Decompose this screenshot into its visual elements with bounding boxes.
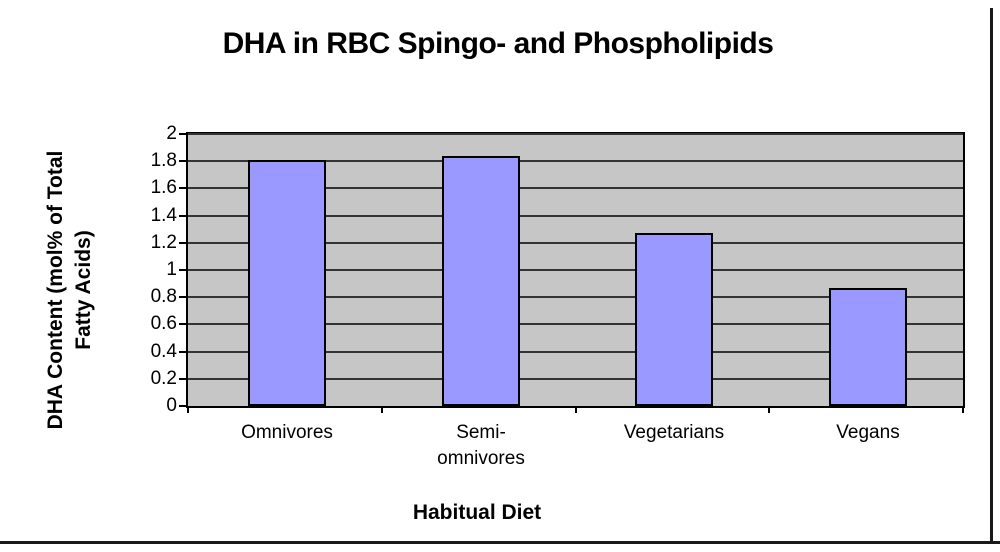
gridline	[188, 296, 963, 299]
x-category-label: Vegans	[836, 422, 900, 443]
y-tick-label: 2	[166, 123, 177, 144]
plot-area	[186, 132, 965, 408]
y-tick-mark	[179, 377, 188, 380]
x-tick-mark	[187, 406, 189, 413]
x-tick-mark	[575, 406, 577, 413]
y-tick-mark	[179, 133, 188, 135]
y-tick-mark	[179, 350, 188, 353]
y-tick-label: 0	[166, 395, 177, 416]
x-category-label: Omnivores	[241, 422, 333, 443]
gridline	[188, 269, 963, 271]
y-tick-label: 1.6	[150, 177, 177, 199]
y-axis-title-line-1: DHA Content (mol% of Total	[44, 150, 67, 430]
y-tick-label: 0.8	[150, 286, 177, 308]
x-category-label: Vegetarians	[623, 422, 725, 443]
bar-omnivores	[248, 160, 326, 406]
y-tick-label: 1	[166, 259, 177, 280]
frame-bottom-line	[0, 541, 1000, 544]
x-tick-mark	[381, 406, 383, 413]
gridline	[188, 350, 963, 353]
gridline	[188, 323, 963, 326]
bar-semi-omnivores	[442, 156, 520, 406]
frame-right-line	[990, 8, 993, 544]
gridline	[188, 377, 963, 380]
y-tick-label: 1.2	[150, 231, 177, 253]
y-tick-label: 0.6	[150, 313, 177, 335]
x-category-label: Semi- omnivores	[437, 422, 525, 469]
y-tick-label: 1.8	[150, 150, 177, 172]
gridline	[188, 214, 963, 217]
y-tick-mark	[179, 269, 188, 271]
x-tick-mark	[768, 406, 770, 413]
y-tick-mark	[179, 160, 188, 163]
y-tick-label: 1.4	[150, 204, 177, 226]
x-axis-title: Habitual Diet	[412, 501, 542, 524]
y-tick-label: 0.4	[150, 340, 177, 362]
chart-title: DHA in RBC Spingo- and Phospholipids	[222, 27, 774, 60]
y-tick-mark	[179, 323, 188, 326]
bar-vegetarians	[635, 233, 713, 406]
gridline	[188, 241, 963, 244]
y-tick-mark	[179, 405, 188, 407]
bar-vegans	[829, 288, 907, 406]
y-tick-mark	[179, 187, 188, 190]
x-tick-mark	[962, 406, 964, 413]
gridline	[188, 160, 963, 163]
y-tick-mark	[179, 214, 188, 217]
y-tick-mark	[179, 241, 188, 244]
y-tick-label: 0.2	[150, 367, 177, 389]
gridline	[188, 133, 963, 135]
gridline	[188, 187, 963, 190]
y-tick-mark	[179, 296, 188, 299]
